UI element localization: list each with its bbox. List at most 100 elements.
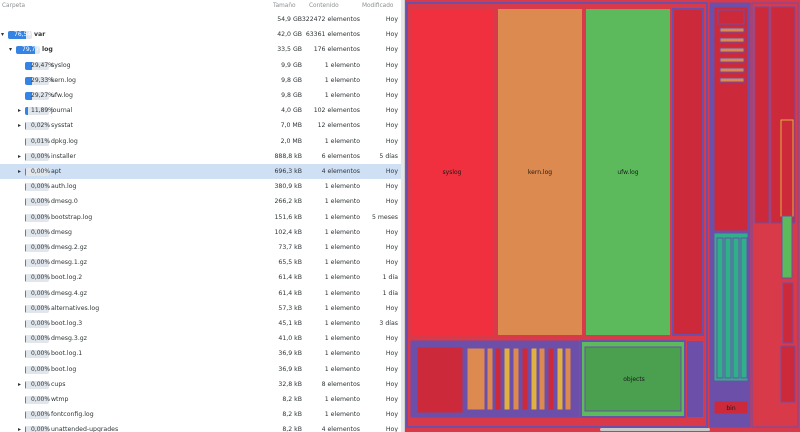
table-row[interactable]: ▸ 0,00% apt 696,3 kB 4 elementos Hoy [0, 164, 404, 180]
treemap-cell[interactable] [503, 347, 511, 411]
treemap-cell[interactable] [719, 27, 745, 33]
item-size: 61,4 kB [278, 274, 302, 282]
table-row[interactable]: 0,00% boot.log.2 61,4 kB 1 elemento 1 día [0, 270, 404, 285]
collapse-arrow-icon[interactable]: ▾ [1, 31, 5, 39]
table-row[interactable]: ▾ 79,77% log 33,5 GB 176 elementos Hoy [0, 42, 404, 57]
table-row[interactable]: 0,00% bootstrap.log 151,6 kB 1 elemento 5 me… [0, 210, 404, 225]
column-header: Carpeta Tamaño Contenido Modificado [0, 0, 404, 12]
treemap-cell[interactable] [719, 67, 745, 73]
expand-arrow-icon[interactable]: ▸ [18, 152, 22, 160]
treemap-cell[interactable] [780, 119, 794, 217]
item-count: 1 elemento [324, 320, 360, 327]
treemap-cell[interactable] [782, 282, 794, 344]
table-row[interactable]: 29,27% ufw.log 9,8 GB 1 elemento Hoy [0, 88, 404, 103]
treemap-cell[interactable] [740, 237, 748, 379]
treemap-cell[interactable] [416, 346, 464, 414]
horizontal-scrollbar[interactable] [600, 428, 710, 431]
item-modified: Hoy [385, 259, 398, 267]
treemap-cell[interactable] [494, 347, 502, 411]
treemap-cell-objects[interactable] [584, 346, 682, 412]
treemap-cell[interactable] [754, 6, 770, 224]
treemap-cell[interactable] [466, 347, 486, 411]
item-count: 1 elemento [324, 198, 360, 206]
header-modified[interactable]: Modificado [362, 3, 394, 9]
table-row[interactable]: ▸ 0,02% sysstat 7,0 MB 12 elementos Hoy [0, 118, 404, 133]
expand-arrow-icon[interactable]: ▸ [18, 107, 22, 115]
header-content[interactable]: Contenido [309, 3, 339, 9]
folder-name: sysstat [51, 122, 73, 130]
folder-name: cups [51, 380, 66, 388]
treemap-cell[interactable] [521, 347, 529, 411]
table-row[interactable]: 0,00% auth.log 380,9 kB 1 elemento Hoy [0, 179, 404, 194]
table-row[interactable]: 0,00% boot.log.1 36,9 kB 1 elemento Hoy [0, 346, 404, 361]
treemap-chart[interactable]: syslog kern.log ufw.log objects bin [405, 0, 800, 432]
treemap-cell[interactable] [687, 341, 703, 417]
table-row[interactable]: 29,47% syslog 9,9 GB 1 elemento Hoy [0, 58, 404, 73]
treemap-cell[interactable] [713, 385, 749, 399]
table-row[interactable]: 0,00% dmesg.0 266,2 kB 1 elemento Hoy [0, 194, 404, 209]
treemap-cell-kern[interactable] [498, 9, 582, 335]
item-modified: Hoy [385, 137, 398, 145]
item-modified: 1 día [382, 289, 398, 297]
treemap-cell[interactable] [717, 9, 745, 25]
table-row[interactable]: ▸ 0,00% cups 32,8 kB 8 elementos Hoy [0, 377, 404, 392]
treemap-cell[interactable] [538, 347, 546, 411]
treemap-cell[interactable] [719, 37, 745, 43]
vertical-scrollbar[interactable] [401, 0, 404, 432]
table-row[interactable]: 0,00% alternatives.log 57,3 kB 1 elemento Ho… [0, 301, 404, 316]
treemap-cell[interactable] [716, 237, 724, 379]
table-row[interactable]: 0,00% wtmp 8,2 kB 1 elemento Hoy [0, 392, 404, 407]
treemap-cell[interactable] [719, 47, 745, 53]
treemap-cell-syslog[interactable] [411, 9, 494, 335]
treemap-cell[interactable] [781, 215, 793, 279]
treemap-cell[interactable] [547, 347, 555, 411]
table-row[interactable]: 0,01% dpkg.log 2,0 MB 1 elemento Hoy [0, 134, 404, 149]
treemap-cell[interactable] [564, 347, 572, 411]
table-row[interactable]: 0,00% dmesg 102,4 kB 1 elemento Hoy [0, 225, 404, 240]
header-folder[interactable]: Carpeta [2, 3, 26, 9]
treemap-cell[interactable] [530, 347, 538, 411]
table-row[interactable]: 0,00% boot.log.3 45,1 kB 1 elemento 3 días [0, 316, 404, 331]
treemap-cell-bin[interactable] [713, 400, 749, 415]
usage-bar [25, 168, 49, 176]
expand-arrow-icon[interactable]: ▸ [18, 168, 22, 175]
table-row[interactable]: 0,00% boot.log 36,9 kB 1 elemento Hoy [0, 362, 404, 377]
table-row[interactable]: 29,33% kern.log 9,8 GB 1 elemento Hoy [0, 73, 404, 88]
treemap-cell[interactable] [713, 6, 749, 232]
table-row[interactable]: ▾ 76,54% var 42,0 GB 63361 elementos Hoy [0, 27, 404, 42]
treemap-cell[interactable] [732, 237, 740, 379]
treemap-cell[interactable] [780, 345, 796, 403]
treemap-cell[interactable] [719, 77, 745, 83]
item-size: 380,9 kB [274, 183, 302, 191]
table-row[interactable]: ▸ 0,00% installer 888,8 kB 6 elementos 5 días [0, 149, 404, 164]
treemap-cell[interactable] [486, 347, 494, 411]
usage-bar [25, 198, 49, 207]
usage-bar [25, 335, 49, 344]
treemap-cell-ufw[interactable] [586, 9, 670, 335]
table-row[interactable]: ▸ 0,00% unattended-upgrades 8,2 kB 4 element… [0, 422, 404, 432]
expand-arrow-icon[interactable]: ▸ [18, 122, 22, 130]
item-modified: 1 día [382, 274, 398, 282]
table-row[interactable]: 0,00% dmesg.3.gz 41,0 kB 1 elemento Hoy [0, 331, 404, 346]
treemap-cell[interactable] [724, 237, 732, 379]
table-row[interactable]: 0,00% dmesg.4.gz 61,4 kB 1 elemento 1 día [0, 286, 404, 301]
treemap-cell-purple-strip[interactable] [672, 8, 704, 336]
expand-arrow-icon[interactable]: ▸ [18, 380, 22, 388]
treemap-cell[interactable] [556, 347, 564, 411]
table-row[interactable]: ▸ 11,89% journal 4,0 GB 102 elementos Hoy [0, 103, 404, 118]
table-row[interactable]: 54,9 GB 322472 elementos Hoy [0, 12, 404, 27]
item-size: 151,6 kB [274, 213, 302, 221]
usage-percent: 11,89% [31, 107, 54, 115]
pane-divider[interactable] [404, 0, 405, 432]
folder-name: dmesg.2.gz [51, 244, 87, 251]
table-row[interactable]: 0,00% dmesg.1.gz 65,5 kB 1 elemento Hoy [0, 255, 404, 270]
expand-arrow-icon[interactable]: ▸ [18, 426, 22, 432]
table-row[interactable]: 0,00% fontconfig.log 8,2 kB 1 elemento Hoy [0, 407, 404, 422]
collapse-arrow-icon[interactable]: ▾ [9, 46, 13, 54]
header-size[interactable]: Tamaño [273, 3, 296, 9]
table-row[interactable]: 0,00% dmesg.2.gz 73,7 kB 1 elemento Hoy [0, 240, 404, 255]
item-size: 73,7 kB [278, 244, 302, 251]
treemap-cell[interactable] [719, 57, 745, 63]
usage-percent: 0,00% [31, 320, 51, 327]
treemap-cell[interactable] [512, 347, 520, 411]
